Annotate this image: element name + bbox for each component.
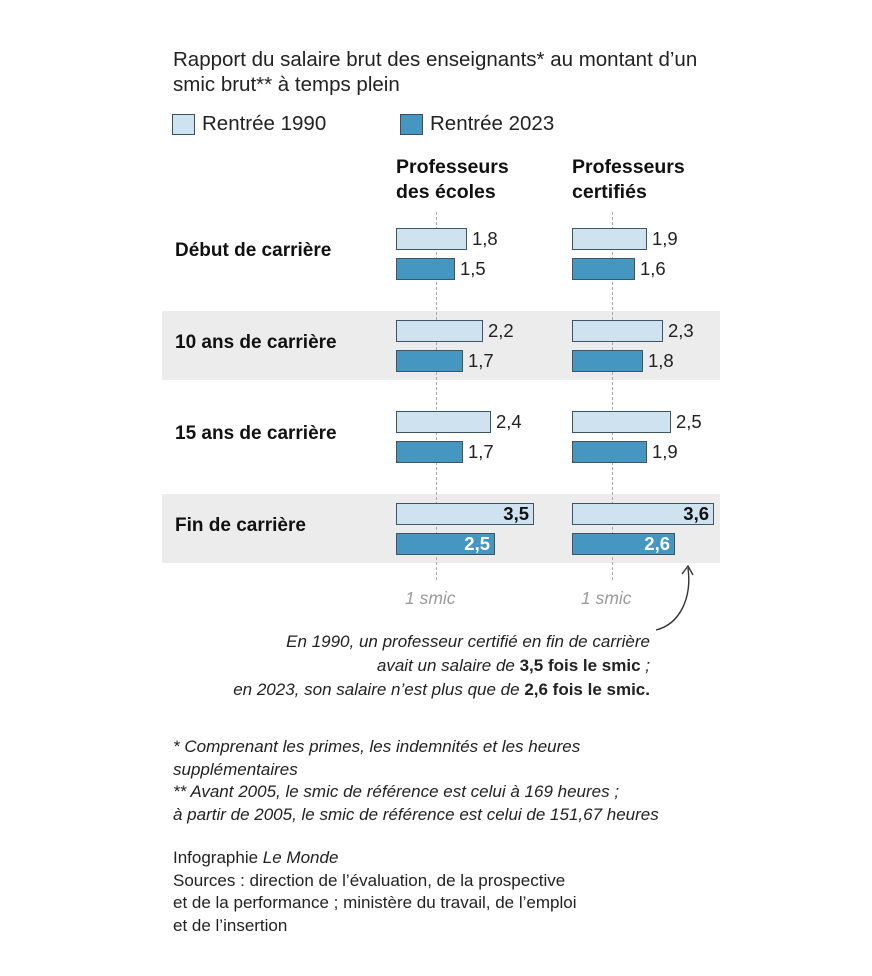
bar <box>572 319 663 342</box>
legend-swatch-2023 <box>400 113 423 135</box>
bar <box>572 228 647 250</box>
group-header-line: Professeurs <box>396 156 509 178</box>
bar-value-label: 2,2 <box>488 319 514 341</box>
bar <box>572 411 671 433</box>
bar <box>572 532 675 555</box>
bar <box>396 258 455 280</box>
bar-value-label: 2,4 <box>496 411 522 432</box>
bar-value-label: 3,5 <box>503 502 529 524</box>
bar <box>572 258 635 280</box>
bar-value-label: 2,3 <box>668 319 694 341</box>
bar-value-label: 1,7 <box>468 349 494 371</box>
bar <box>396 411 491 433</box>
reference-line <box>436 212 437 580</box>
bar-value-label: 2,6 <box>644 532 670 554</box>
annotation-text: en 2023, son salaire n’est plus que de <box>233 680 525 699</box>
bar <box>396 319 483 342</box>
legend-label-2023: Rentrée 2023 <box>430 112 555 135</box>
legend-item-2023: Rentrée 2023 <box>400 111 554 137</box>
footnote-line: supplémentaires <box>173 759 298 779</box>
annotation-line: en 2023, son salaire n’est plus que de 2… <box>150 678 650 702</box>
credit-text: Infographie <box>173 848 263 867</box>
group-header-line: des écoles <box>396 181 496 203</box>
group-header-line: certifiés <box>572 181 647 203</box>
row-label: 15 ans de carrière <box>175 423 337 444</box>
credit-sources: Sources : direction de l’évaluation, de … <box>173 870 566 890</box>
bar-value-label: 1,5 <box>460 258 486 279</box>
bar-value-label: 1,8 <box>648 349 674 371</box>
bar-value-label: 3,6 <box>683 502 709 524</box>
bar-value-label: 2,5 <box>464 532 490 554</box>
reference-line <box>612 212 613 580</box>
group-header-certifies: Professeurs certifiés <box>572 155 685 205</box>
bar <box>396 228 467 250</box>
bar-value-label: 1,8 <box>472 228 498 249</box>
annotation-line: En 1990, un professeur certifié en fin d… <box>286 632 650 651</box>
annotation-arrow-icon <box>655 564 694 631</box>
annotation-line: avait un salaire de 3,5 fois le smic ; <box>150 654 650 678</box>
annotation-bold: 3,5 fois le smic <box>519 656 641 675</box>
row-label: Fin de carrière <box>175 514 306 536</box>
annotation-text: avait un salaire de <box>376 656 520 675</box>
bar-value-label: 2,5 <box>676 411 702 432</box>
bar-value-label: 1,6 <box>640 258 666 279</box>
credit-sources: et de la performance ; ministère du trav… <box>173 893 577 912</box>
annotation: En 1990, un professeur certifié en fin d… <box>150 630 650 702</box>
bar-value-label: 1,9 <box>652 228 678 249</box>
reference-label-certifies: 1 smic <box>581 588 632 608</box>
bar <box>396 532 495 555</box>
group-header-line: Professeurs <box>572 156 685 178</box>
row-label: 10 ans de carrière <box>175 331 337 353</box>
legend-item-1990: Rentrée 1990 <box>172 111 326 137</box>
credit-infographie: Infographie Le Monde <box>173 847 773 870</box>
bar <box>396 502 534 525</box>
row-label: Début de carrière <box>175 240 332 261</box>
bar <box>572 441 647 463</box>
reference-label-ecoles: 1 smic <box>405 588 456 608</box>
bar <box>396 349 463 372</box>
footnotes: * Comprenant les primes, les indemnités … <box>173 736 773 826</box>
legend-label-1990: Rentrée 1990 <box>202 112 327 135</box>
bar-value-label: 1,7 <box>468 441 494 462</box>
legend-swatch-1990 <box>172 113 195 135</box>
bar <box>572 502 714 525</box>
annotation-text: ; <box>640 656 650 675</box>
credit-brand: Le Monde <box>262 848 339 867</box>
credit-sources: et de l’insertion <box>173 915 288 935</box>
bar <box>572 349 643 372</box>
bar-value-label: 1,9 <box>652 441 678 462</box>
footnote-line: ** Avant 2005, le smic de référence est … <box>173 782 620 801</box>
footnote-line: * Comprenant les primes, les indemnités … <box>173 737 581 756</box>
annotation-bold: 2,6 fois le smic. <box>524 680 650 699</box>
credits: Infographie Le Monde Sources : direction… <box>173 847 773 937</box>
footnote-line: à partir de 2005, le smic de référence e… <box>173 804 659 824</box>
group-header-ecoles: Professeurs des écoles <box>396 155 509 205</box>
bar <box>396 441 463 463</box>
chart-title: Rapport du salaire brut des enseignants*… <box>173 48 698 96</box>
